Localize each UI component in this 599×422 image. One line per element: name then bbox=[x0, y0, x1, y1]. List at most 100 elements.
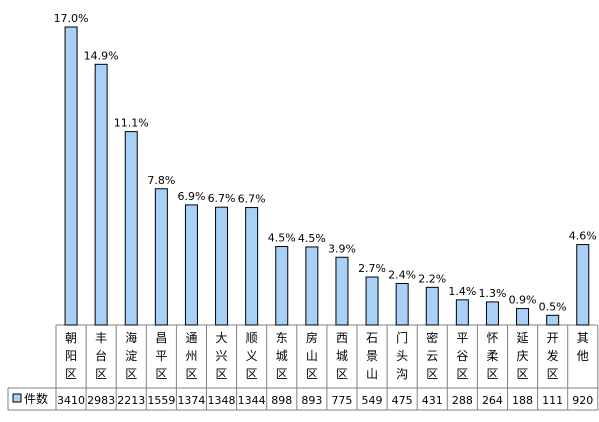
category-label: 区 bbox=[95, 367, 107, 381]
percent-label: 1.4% bbox=[448, 285, 476, 298]
percent-label: 6.7% bbox=[208, 192, 236, 205]
category-label: 区 bbox=[306, 367, 318, 381]
bar bbox=[395, 282, 409, 326]
percent-label: 11.1% bbox=[114, 117, 149, 130]
category-label: 云 bbox=[426, 349, 438, 363]
category-label: 景 bbox=[366, 349, 378, 363]
category-label: 西 bbox=[336, 331, 348, 345]
category-label: 怀 bbox=[486, 331, 498, 345]
category-label: 东 bbox=[276, 331, 288, 345]
category-label: 发 bbox=[547, 348, 559, 363]
category-label: 他 bbox=[577, 349, 589, 363]
category-label: 顺 bbox=[246, 331, 258, 345]
bar bbox=[546, 314, 560, 326]
category-label: 庆 bbox=[517, 349, 529, 363]
bar bbox=[425, 286, 439, 326]
count-cell: 431 bbox=[422, 394, 443, 407]
category-label: 区 bbox=[65, 367, 77, 381]
percent-label: 3.9% bbox=[328, 242, 356, 255]
category-label: 延 bbox=[517, 331, 529, 345]
category-label: 区 bbox=[486, 367, 498, 381]
category-label: 头 bbox=[396, 349, 408, 363]
category-label: 义 bbox=[246, 349, 258, 363]
category-label: 丰 bbox=[95, 331, 107, 345]
category-label: 大 bbox=[216, 331, 228, 345]
category-label: 区 bbox=[517, 367, 529, 381]
bar bbox=[94, 63, 108, 326]
count-cell: 549 bbox=[362, 394, 383, 407]
category-label: 门 bbox=[396, 330, 408, 345]
category-label: 山 bbox=[366, 367, 378, 381]
count-cell: 775 bbox=[331, 394, 352, 407]
category-label: 区 bbox=[125, 367, 137, 381]
count-cell: 264 bbox=[482, 394, 503, 407]
bar bbox=[184, 204, 198, 326]
category-label: 区 bbox=[246, 367, 258, 381]
category-label: 区 bbox=[426, 367, 438, 381]
category-label: 区 bbox=[456, 367, 468, 381]
category-label: 谷 bbox=[456, 349, 468, 363]
category-label: 区 bbox=[185, 367, 197, 381]
count-cell: 111 bbox=[542, 394, 563, 407]
category-label: 城 bbox=[336, 349, 348, 363]
percent-label: 2.4% bbox=[388, 268, 416, 281]
bar bbox=[215, 206, 229, 326]
bar bbox=[245, 207, 259, 326]
percent-label: 1.3% bbox=[478, 287, 506, 300]
count-cell: 920 bbox=[572, 394, 593, 407]
bar bbox=[154, 188, 168, 326]
count-cell: 1344 bbox=[238, 394, 266, 407]
category-label: 昌 bbox=[155, 331, 167, 345]
count-cell: 288 bbox=[452, 394, 473, 407]
percent-label: 14.9% bbox=[84, 49, 119, 62]
legend-label: 件数 bbox=[24, 391, 48, 406]
percent-label: 7.8% bbox=[147, 174, 175, 187]
data-table: 件数朝阳区3410丰台区2983海淀区2213昌平区1559通州区1374大兴区… bbox=[7, 325, 599, 411]
category-label: 阳 bbox=[65, 349, 77, 363]
category-label: 房 bbox=[306, 330, 318, 345]
bar bbox=[365, 276, 379, 326]
count-cell: 1348 bbox=[208, 394, 236, 407]
count-cell: 3410 bbox=[57, 394, 85, 407]
bar bbox=[305, 246, 319, 326]
percent-label: 6.7% bbox=[238, 193, 266, 206]
category-label: 其 bbox=[577, 331, 589, 345]
category-label: 淀 bbox=[125, 349, 137, 363]
category-label: 海 bbox=[125, 330, 137, 345]
category-label: 开 bbox=[547, 331, 559, 345]
bar bbox=[64, 26, 78, 326]
category-label: 州 bbox=[185, 349, 197, 363]
legend-swatch bbox=[12, 393, 22, 403]
percent-label: 0.5% bbox=[539, 300, 567, 313]
plot-area: 17.0%14.9%11.1%7.8%6.9% 6.7% 6.7%4.5% 4.5%3… bbox=[54, 12, 598, 326]
category-label: 平 bbox=[155, 349, 167, 363]
count-cell: 1559 bbox=[147, 394, 175, 407]
category-label: 兴 bbox=[216, 349, 228, 363]
bar bbox=[576, 244, 590, 326]
category-label: 石 bbox=[366, 331, 378, 345]
count-cell: 475 bbox=[392, 394, 413, 407]
percent-label: 2.7% bbox=[358, 262, 386, 275]
category-label: 区 bbox=[155, 367, 167, 381]
count-cell: 2983 bbox=[87, 394, 115, 407]
percent-label: 6.9% bbox=[177, 190, 205, 203]
count-cell: 188 bbox=[512, 394, 533, 407]
bar bbox=[455, 299, 469, 326]
category-label: 通 bbox=[185, 331, 197, 345]
percent-label: 2.2% bbox=[418, 272, 446, 285]
category-label: 区 bbox=[336, 367, 348, 381]
percent-label: 17.0% bbox=[54, 12, 89, 25]
percent-label: 4.6% bbox=[569, 230, 597, 243]
count-cell: 1374 bbox=[177, 394, 205, 407]
bar bbox=[485, 301, 499, 326]
category-label: 区 bbox=[276, 367, 288, 381]
category-label: 沟 bbox=[396, 367, 408, 381]
category-label: 朝 bbox=[65, 331, 77, 345]
count-cell: 898 bbox=[271, 394, 292, 407]
category-label: 密 bbox=[426, 330, 438, 345]
bar bbox=[516, 308, 530, 326]
percent-label: 4.5% bbox=[298, 232, 326, 245]
bar bbox=[275, 246, 289, 326]
category-label: 区 bbox=[547, 367, 559, 381]
